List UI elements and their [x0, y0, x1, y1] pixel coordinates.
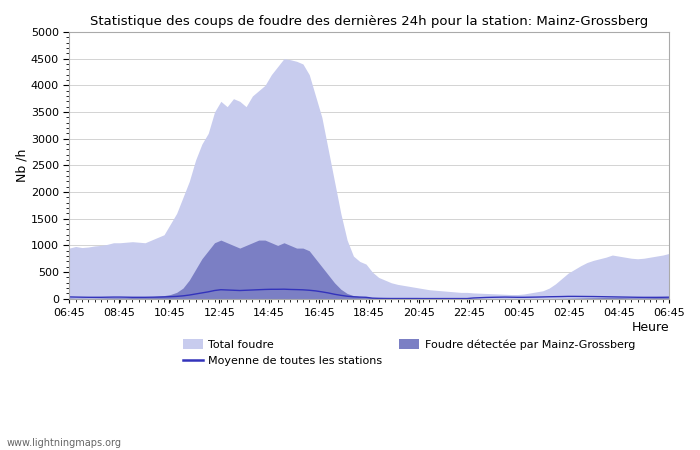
Title: Statistique des coups de foudre des dernières 24h pour la station: Mainz-Grossbe: Statistique des coups de foudre des dern… — [90, 15, 648, 28]
Legend: Total foudre, Moyenne de toutes les stations, Foudre détectée par Mainz-Grossber: Total foudre, Moyenne de toutes les stat… — [183, 339, 635, 366]
Text: www.lightningmaps.org: www.lightningmaps.org — [7, 438, 122, 448]
Y-axis label: Nb /h: Nb /h — [15, 148, 28, 182]
X-axis label: Heure: Heure — [631, 320, 669, 333]
